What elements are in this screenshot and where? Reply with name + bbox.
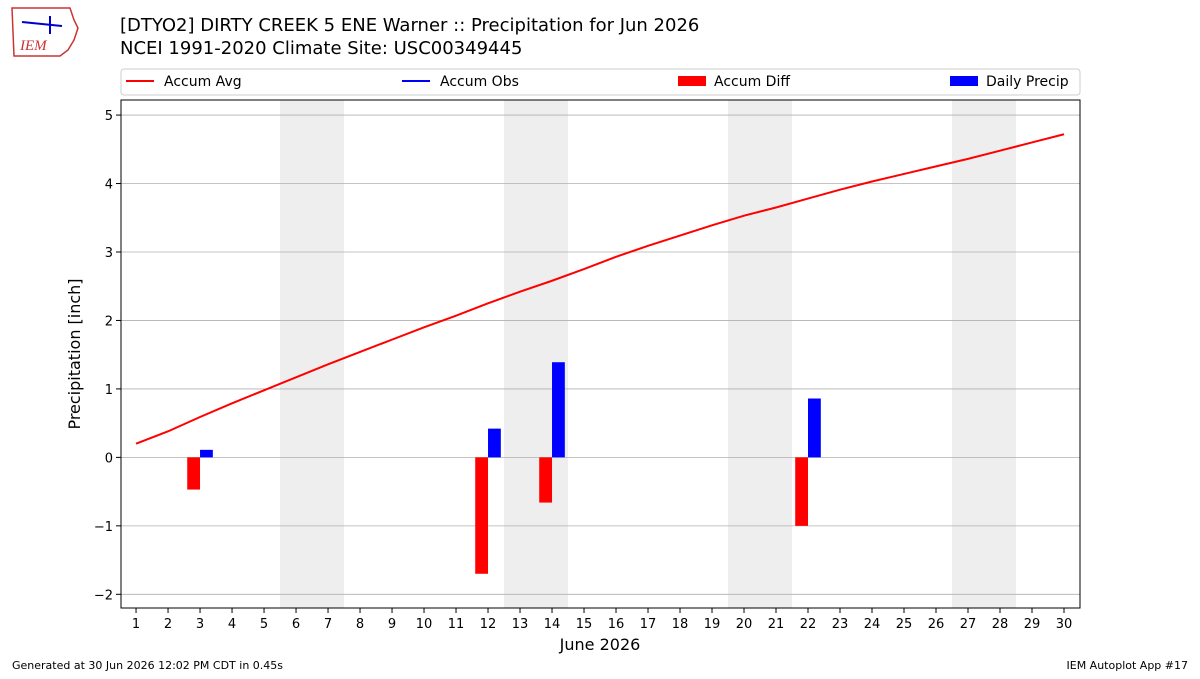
y-axis-label: Precipitation [inch] [65, 278, 84, 429]
footer-left: Generated at 30 Jun 2026 12:02 PM CDT in… [12, 659, 283, 672]
x-tick-label: 25 [896, 617, 913, 632]
x-tick-label: 29 [1024, 617, 1041, 632]
x-tick-label: 26 [928, 617, 945, 632]
x-tick-label: 18 [672, 617, 689, 632]
weekend-band [728, 100, 793, 608]
weekend-band [280, 100, 345, 608]
x-tick-label: 7 [324, 617, 332, 632]
bar [539, 457, 553, 503]
avg-line [135, 133, 1065, 445]
x-tick-label: 3 [196, 617, 204, 632]
x-tick-label: 22 [800, 617, 817, 632]
x-tick-label: 20 [736, 617, 753, 632]
legend-label: Accum Diff [714, 74, 790, 90]
chart-subtitle: NCEI 1991-2020 Climate Site: USC00349445 [120, 38, 522, 59]
x-tick-label: 13 [512, 617, 529, 632]
y-tick-label: 3 [105, 246, 113, 261]
weekend-band [504, 100, 569, 608]
chart-title: [DTYO2] DIRTY CREEK 5 ENE Warner :: Prec… [120, 15, 699, 36]
x-tick-label: 21 [768, 617, 785, 632]
x-tick-label: 30 [1056, 617, 1073, 632]
bar [488, 428, 501, 458]
legend-label: Accum Avg [164, 74, 242, 90]
x-tick-label: 8 [356, 617, 364, 632]
legend [120, 68, 1081, 96]
x-tick-label: 10 [416, 617, 433, 632]
bar [795, 457, 809, 526]
bar [187, 457, 201, 490]
x-axis-label: June 2026 [559, 635, 641, 654]
bar [808, 398, 821, 458]
x-tick-label: 16 [608, 617, 625, 632]
legend-swatch [678, 76, 706, 86]
weekend-band [952, 100, 1017, 608]
x-tick-label: 14 [544, 617, 561, 632]
y-tick-label: −2 [94, 588, 113, 603]
x-tick-label: 15 [576, 617, 593, 632]
legend-label: Daily Precip [986, 74, 1069, 90]
y-tick-label: 4 [105, 178, 113, 193]
x-tick-label: 9 [388, 617, 396, 632]
logo: IEM [11, 7, 79, 57]
logo-text: IEM [19, 38, 48, 54]
x-tick-label: 5 [260, 617, 268, 632]
x-tick-label: 24 [864, 617, 881, 632]
y-tick-label: 5 [105, 109, 113, 124]
x-tick-label: 11 [448, 617, 465, 632]
y-tick-label: −1 [94, 520, 113, 535]
legend-label: Accum Obs [440, 74, 519, 90]
bar [552, 362, 565, 458]
x-tick-label: 27 [960, 617, 977, 632]
bar [200, 449, 213, 458]
x-tick-label: 19 [704, 617, 721, 632]
x-tick-label: 4 [228, 617, 236, 632]
x-tick-label: 17 [640, 617, 657, 632]
x-tick-label: 1 [132, 617, 140, 632]
x-tick-label: 23 [832, 617, 849, 632]
plot-frame [120, 99, 1081, 609]
x-tick-label: 6 [292, 617, 300, 632]
x-tick-label: 2 [164, 617, 172, 632]
footer-right: IEM Autoplot App #17 [1067, 659, 1189, 672]
x-tick-label: 12 [480, 617, 497, 632]
y-tick-label: 2 [105, 314, 113, 329]
y-tick-label: 0 [105, 451, 113, 466]
y-tick-label: 1 [105, 383, 113, 398]
bar [475, 457, 489, 574]
legend-swatch [950, 76, 978, 86]
x-tick-label: 28 [992, 617, 1009, 632]
